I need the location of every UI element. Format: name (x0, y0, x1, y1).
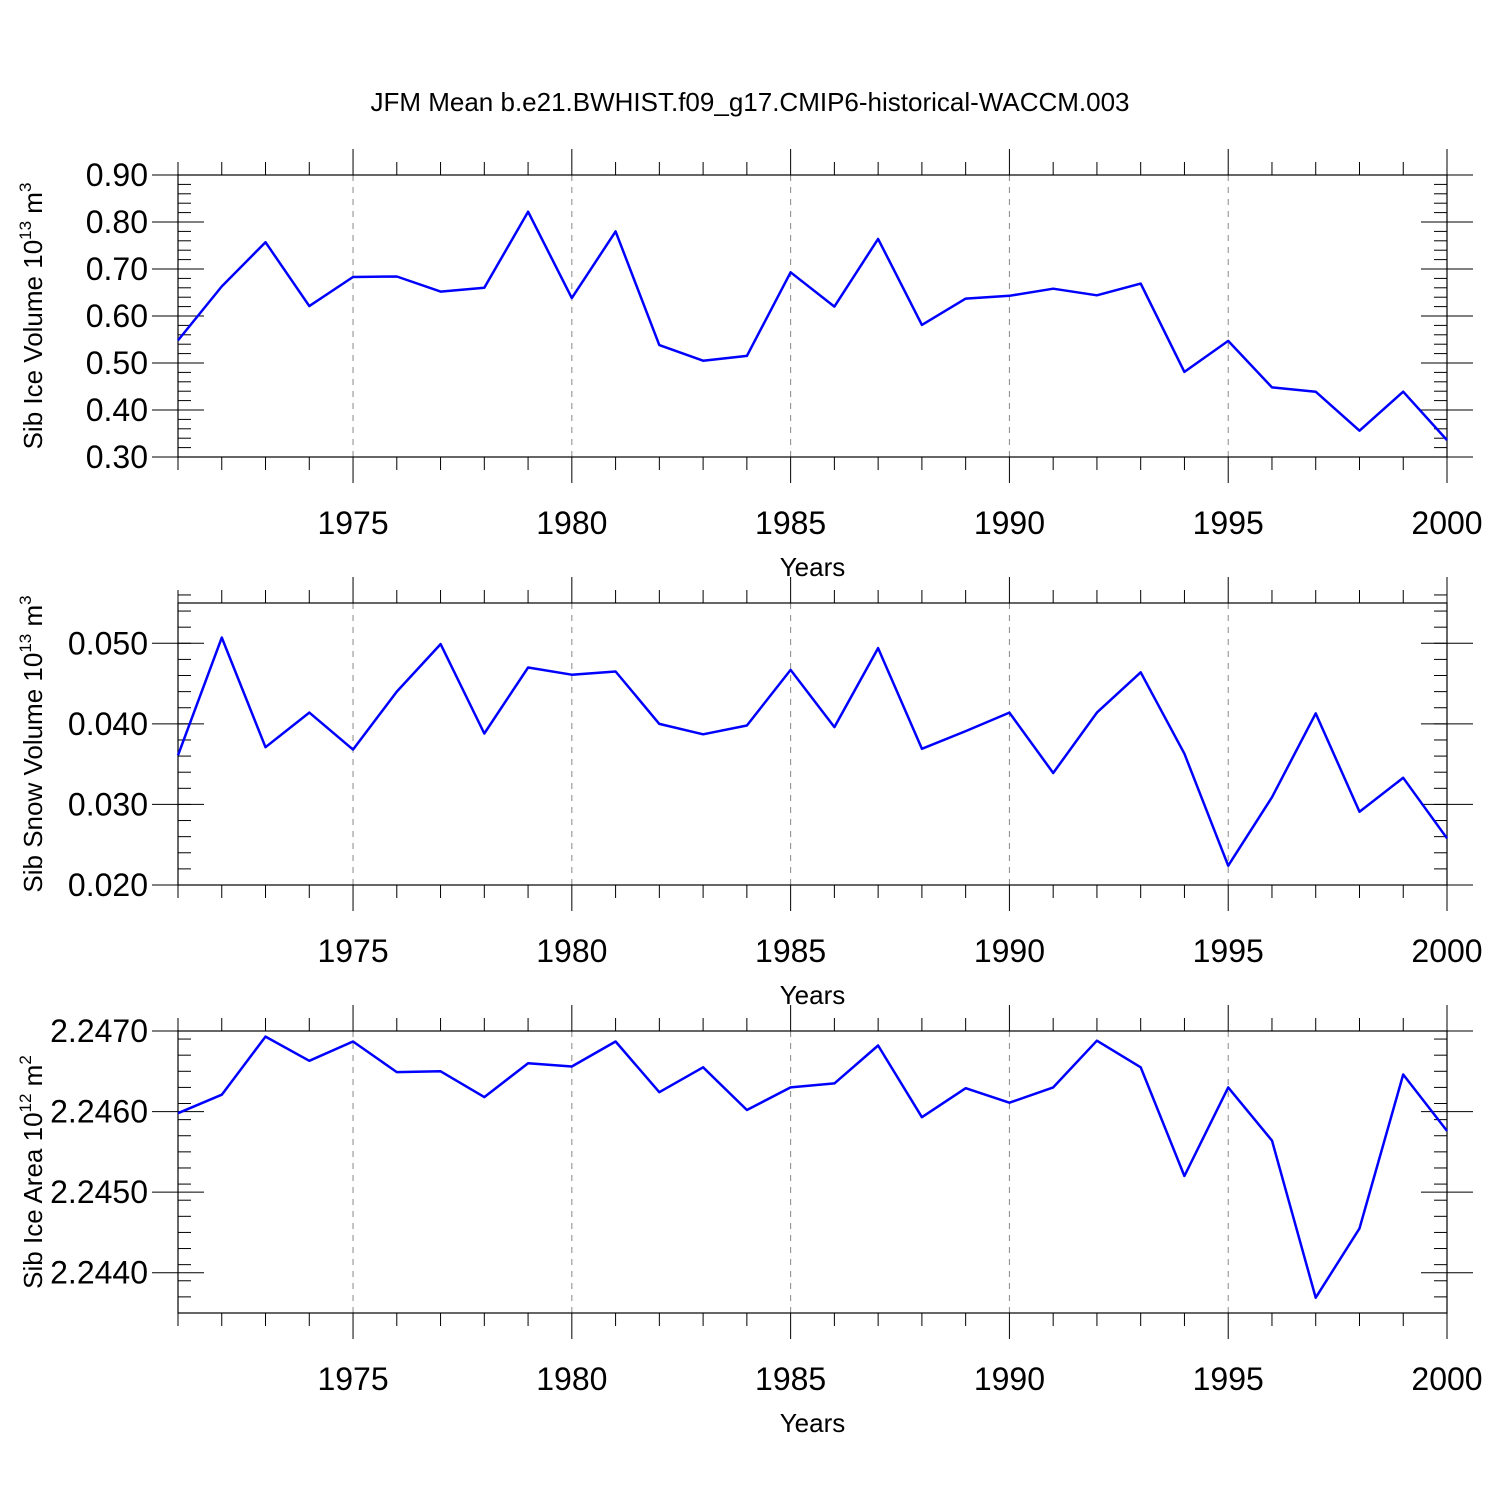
data-series-line (177, 1035, 1448, 1299)
y-axis-label-part: m (18, 192, 48, 221)
y-tick-label: 0.030 (68, 786, 148, 822)
y-axis-label-part: Sib Snow Volume 10 (18, 653, 48, 893)
x-axis-label: Years (780, 980, 846, 1010)
y-tick-label: 2.2460 (50, 1094, 148, 1130)
figure-title: JFM Mean b.e21.BWHIST.f09_g17.CMIP6-hist… (370, 87, 1129, 117)
plot-frame (177, 174, 1448, 458)
y-axis-label-part: Sib Ice Volume 10 (18, 240, 48, 450)
y-axis-label-part: 3 (16, 595, 35, 604)
y-axis-label-part: Sib Ice Area 10 (18, 1112, 48, 1288)
x-tick-label: 1995 (1193, 1361, 1264, 1397)
y-tick-label: 2.2440 (50, 1255, 148, 1291)
data-series-line (177, 210, 1448, 441)
y-axis-label-part: 13 (16, 221, 35, 240)
x-tick-label: 1990 (974, 505, 1045, 541)
y-tick-label: 0.90 (86, 157, 148, 193)
y-axis-label-part: m (18, 1065, 48, 1094)
y-axis-label: Sib Ice Volume 1013 m3 (16, 183, 48, 450)
y-axis-label-part: 12 (16, 1094, 35, 1113)
y-tick-label: 0.70 (86, 251, 148, 287)
chart-panel-2: 0.020 0.030 0.040 0.050 1975 1980 1985 1990 1995… (16, 577, 1483, 1010)
x-tick-label: 1985 (755, 933, 826, 969)
data-series-line (176, 636, 1449, 867)
x-tick-label: 2000 (1411, 1361, 1482, 1397)
y-tick-label: 0.020 (68, 867, 148, 903)
y-axis-label: Sib Snow Volume 1013 m3 (16, 595, 48, 892)
x-tick-label: 1975 (317, 933, 388, 969)
y-axis-label-part: m (18, 605, 48, 634)
x-axis-label: Years (780, 552, 846, 582)
x-tick-label: 1975 (317, 1361, 388, 1397)
y-tick-label: 0.30 (86, 439, 148, 475)
x-tick-label: 1980 (536, 1361, 607, 1397)
x-tick-label: 1995 (1193, 505, 1264, 541)
y-tick-label: 0.60 (86, 298, 148, 334)
plot-frame (177, 1030, 1448, 1314)
y-tick-label: 0.040 (68, 706, 148, 742)
x-tick-label: 1995 (1193, 933, 1264, 969)
x-tick-label: 1985 (755, 505, 826, 541)
y-tick-label: 0.40 (86, 392, 148, 428)
y-tick-label: 2.2470 (50, 1013, 148, 1049)
x-tick-label: 1980 (536, 933, 607, 969)
x-tick-label: 2000 (1411, 505, 1482, 541)
x-tick-label: 1990 (974, 1361, 1045, 1397)
plot-frame (177, 602, 1448, 886)
chart-panel-3: 2.2440 2.2450 2.2460 2.2470 1975 1980 1985 1990… (16, 1005, 1483, 1438)
y-tick-label: 2.2450 (50, 1174, 148, 1210)
y-tick-label: 0.050 (68, 625, 148, 661)
x-axis-label: Years (780, 1408, 846, 1438)
y-axis-label-part: 2 (16, 1055, 35, 1064)
x-tick-label: 1985 (755, 1361, 826, 1397)
x-tick-label: 2000 (1411, 933, 1482, 969)
y-axis-label-part: 3 (16, 183, 35, 192)
y-axis-label-part: 13 (16, 634, 35, 653)
x-tick-label: 1990 (974, 933, 1045, 969)
x-tick-label: 1980 (536, 505, 607, 541)
y-axis-label: Sib Ice Area 1012 m2 (16, 1055, 48, 1289)
chart-panel-1: 0.30 0.40 0.50 0.60 0.70 0.80 0.90 1975 1980 1985… (16, 149, 1483, 582)
y-tick-label: 0.80 (86, 204, 148, 240)
x-tick-label: 1975 (317, 505, 388, 541)
y-tick-label: 0.50 (86, 345, 148, 381)
